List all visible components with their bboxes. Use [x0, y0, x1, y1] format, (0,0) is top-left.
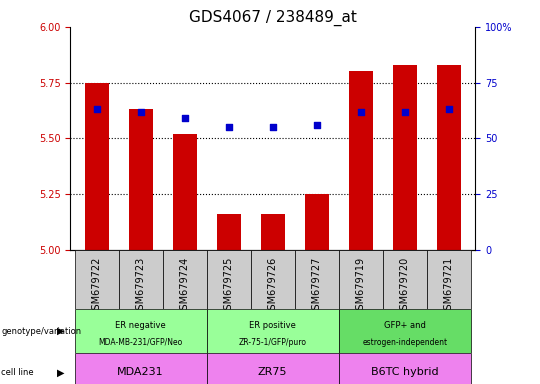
Text: estrogen-independent: estrogen-independent — [362, 338, 447, 347]
Bar — [207, 250, 251, 309]
Text: GSM679726: GSM679726 — [268, 257, 278, 316]
Title: GDS4067 / 238489_at: GDS4067 / 238489_at — [189, 9, 356, 25]
Bar — [427, 250, 471, 309]
Text: B6TC hybrid: B6TC hybrid — [371, 367, 438, 377]
Text: GSM679725: GSM679725 — [224, 257, 234, 316]
Point — [313, 122, 321, 128]
Text: ▶: ▶ — [57, 367, 64, 377]
Point — [92, 106, 101, 113]
Bar — [207, 353, 339, 384]
Text: GFP+ and: GFP+ and — [384, 321, 426, 330]
Text: genotype/variation: genotype/variation — [1, 327, 81, 336]
Bar — [393, 65, 417, 250]
Text: MDA-MB-231/GFP/Neo: MDA-MB-231/GFP/Neo — [98, 338, 183, 347]
Bar — [129, 109, 153, 250]
Bar — [437, 65, 461, 250]
Text: MDA231: MDA231 — [117, 367, 164, 377]
Text: GSM679723: GSM679723 — [136, 257, 146, 316]
Bar — [75, 353, 207, 384]
Text: cell line: cell line — [1, 368, 33, 377]
Bar — [349, 71, 373, 250]
Bar — [305, 194, 329, 250]
Bar — [207, 309, 339, 353]
Point — [136, 108, 145, 114]
Bar — [173, 134, 197, 250]
Text: ZR75: ZR75 — [258, 367, 287, 377]
Text: GSM679727: GSM679727 — [312, 257, 322, 316]
Point — [356, 108, 365, 114]
Bar — [339, 309, 471, 353]
Text: ER positive: ER positive — [249, 321, 296, 330]
Text: ▶: ▶ — [57, 326, 64, 336]
Bar — [217, 214, 241, 250]
Point — [401, 108, 409, 114]
Bar — [119, 250, 163, 309]
Text: ZR-75-1/GFP/puro: ZR-75-1/GFP/puro — [239, 338, 307, 347]
Text: GSM679724: GSM679724 — [180, 257, 190, 316]
Bar — [339, 250, 383, 309]
Point — [444, 106, 453, 113]
Point — [180, 115, 189, 121]
Point — [268, 124, 277, 130]
Text: GSM679720: GSM679720 — [400, 257, 410, 316]
Bar — [75, 250, 119, 309]
Text: GSM679719: GSM679719 — [356, 257, 366, 316]
Text: GSM679721: GSM679721 — [444, 257, 454, 316]
Text: ER negative: ER negative — [115, 321, 166, 330]
Bar — [75, 309, 207, 353]
Bar — [261, 214, 285, 250]
Bar — [295, 250, 339, 309]
Bar — [84, 83, 109, 250]
Bar — [163, 250, 207, 309]
Bar — [383, 250, 427, 309]
Bar — [251, 250, 295, 309]
Point — [224, 124, 233, 130]
Bar — [339, 353, 471, 384]
Text: GSM679722: GSM679722 — [92, 257, 102, 316]
